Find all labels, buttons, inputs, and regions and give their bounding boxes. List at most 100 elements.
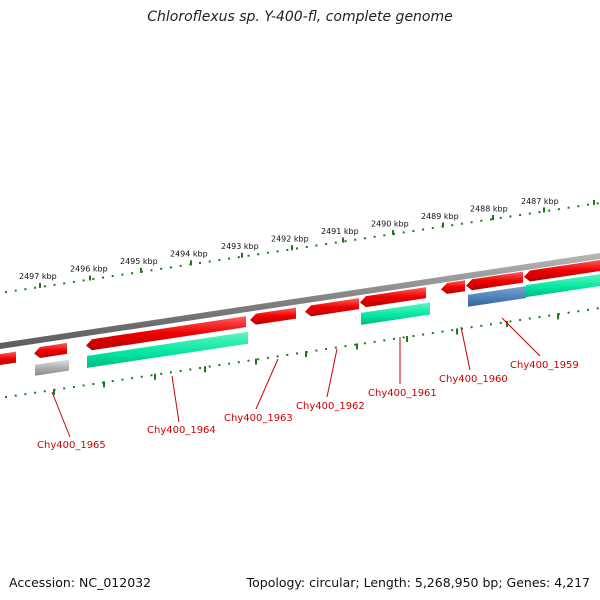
rna-feature [87, 331, 248, 368]
outer-scale-minor-tick [383, 234, 386, 237]
inner-scale-minor-tick [199, 367, 201, 369]
inner-scale-minor-tick [325, 348, 328, 351]
outer-scale-minor-tick [247, 254, 250, 257]
inner-scale-minor-tick [548, 314, 551, 317]
outer-scale-minor-tick [296, 247, 298, 250]
outer-scale-minor-tick [121, 273, 124, 276]
inner-scale-minor-tick [412, 334, 415, 337]
inner-scale-minor-tick [179, 369, 182, 372]
inner-scale-minor-tick [490, 323, 492, 326]
outer-scale-minor-tick [24, 288, 27, 291]
inner-scale-minor-tick [567, 311, 570, 314]
inner-scale-minor-tick [451, 329, 454, 332]
outer-scale-minor-tick [596, 202, 599, 205]
outer-scale-minor-tick [509, 215, 512, 218]
outer-scale-minor-tick [315, 244, 318, 247]
outer-scale-minor-tick [199, 262, 201, 264]
gene-label: Chy400_1961 [368, 388, 437, 399]
rna-feature [361, 302, 430, 325]
inner-scale-minor-tick [150, 374, 153, 377]
outer-scale-minor-tick [257, 253, 260, 256]
gene-leader-line [501, 317, 541, 357]
outer-scale-minor-tick [412, 229, 415, 232]
cds-feature [466, 271, 523, 291]
scale-label: 2497 kbp [19, 272, 57, 281]
outer-scale-minor-tick [577, 205, 580, 208]
outer-scale-minor-tick [218, 259, 221, 262]
inner-scale-minor-tick [169, 371, 172, 374]
blue-feature [468, 286, 526, 307]
outer-scale-minor-tick [276, 250, 279, 253]
inner-scale-ticks [5, 307, 599, 399]
inner-scale-minor-tick [470, 326, 473, 329]
gene-label: Chy400_1963 [224, 413, 293, 424]
outer-scale-minor-tick [567, 206, 570, 209]
rna-feature [526, 274, 600, 298]
outer-scale-minor-tick [402, 231, 405, 234]
scale-label: 2496 kbp [70, 265, 108, 274]
inner-scale-minor-tick [14, 394, 17, 397]
inner-scale-minor-tick [538, 316, 541, 319]
inner-scale-minor-tick [189, 368, 192, 371]
grey-feature [35, 359, 69, 376]
inner-scale-minor-tick [82, 384, 85, 387]
scale-label: 2491 kbp [321, 227, 359, 236]
feature-track [0, 260, 600, 376]
scale-label: 2492 kbp [271, 234, 309, 243]
outer-scale-minor-tick [538, 211, 541, 214]
map-title: Chloroflexus sp. Y-400-fl, complete geno… [147, 9, 453, 25]
inner-scale-minor-tick [24, 393, 27, 396]
inner-scale-minor-tick [296, 352, 298, 355]
label-leader-lines [51, 317, 541, 438]
inner-scale-minor-tick [315, 349, 318, 352]
outer-scale-minor-tick [325, 243, 328, 246]
outer-scale-minor-tick [451, 224, 454, 227]
outer-scale-minor-tick [63, 282, 66, 285]
cds-feature [34, 342, 67, 358]
outer-scale-minor-tick [72, 280, 75, 283]
outer-scale-minor-tick [169, 266, 172, 269]
scale-label: 2495 kbp [120, 257, 158, 266]
outer-scale-minor-tick [422, 228, 425, 231]
gene-label: Chy400_1962 [296, 401, 365, 412]
outer-scale-minor-tick [499, 216, 502, 219]
gene-labels: Chy400_1965Chy400_1964Chy400_1963Chy400_… [37, 360, 579, 451]
outer-scale-minor-tick [557, 208, 560, 211]
outer-scale-minor-tick [305, 245, 308, 248]
gene-leader-line [326, 348, 338, 398]
gene-label: Chy400_1965 [37, 440, 106, 451]
outer-scale-minor-tick [111, 275, 114, 278]
scale-label: 2490 kbp [371, 219, 409, 228]
outer-scale-minor-tick [14, 289, 17, 292]
outer-scale-minor-tick [490, 218, 492, 221]
outer-scale-minor-tick [354, 238, 357, 241]
outer-scale-minor-tick [548, 209, 551, 212]
gene-leader-line [255, 358, 279, 410]
inner-scale-minor-tick [140, 375, 143, 378]
genome-summary-text: Topology: circular; Length: 5,268,950 bp… [246, 575, 590, 590]
outer-scale-minor-tick [150, 269, 153, 272]
inner-scale-minor-tick [208, 365, 211, 368]
outer-scale-minor-tick [228, 257, 231, 260]
outer-scale-minor-tick [34, 286, 37, 289]
inner-scale-minor-tick [344, 345, 347, 348]
outer-scale-minor-tick [286, 248, 289, 251]
inner-scale-minor-tick [480, 324, 483, 327]
outer-scale-minor-tick [208, 260, 211, 263]
gene-label: Chy400_1960 [439, 374, 508, 385]
inner-scale-minor-tick [257, 358, 260, 361]
scale-label: 2488 kbp [470, 205, 508, 214]
cds-feature [0, 351, 16, 366]
outer-scale-minor-tick [519, 213, 522, 216]
outer-scale-minor-tick [373, 235, 376, 238]
outer-scale-minor-tick [431, 227, 434, 230]
inner-scale-minor-tick [111, 380, 114, 383]
inner-scale-minor-tick [63, 387, 66, 390]
inner-scale-minor-tick [596, 307, 599, 310]
inner-scale-minor-tick [5, 396, 7, 399]
outer-scale-minor-tick [528, 212, 531, 215]
scale-label: 2487 kbp [521, 197, 559, 206]
outer-scale-minor-tick [131, 272, 134, 275]
inner-scale-minor-tick [92, 383, 95, 386]
